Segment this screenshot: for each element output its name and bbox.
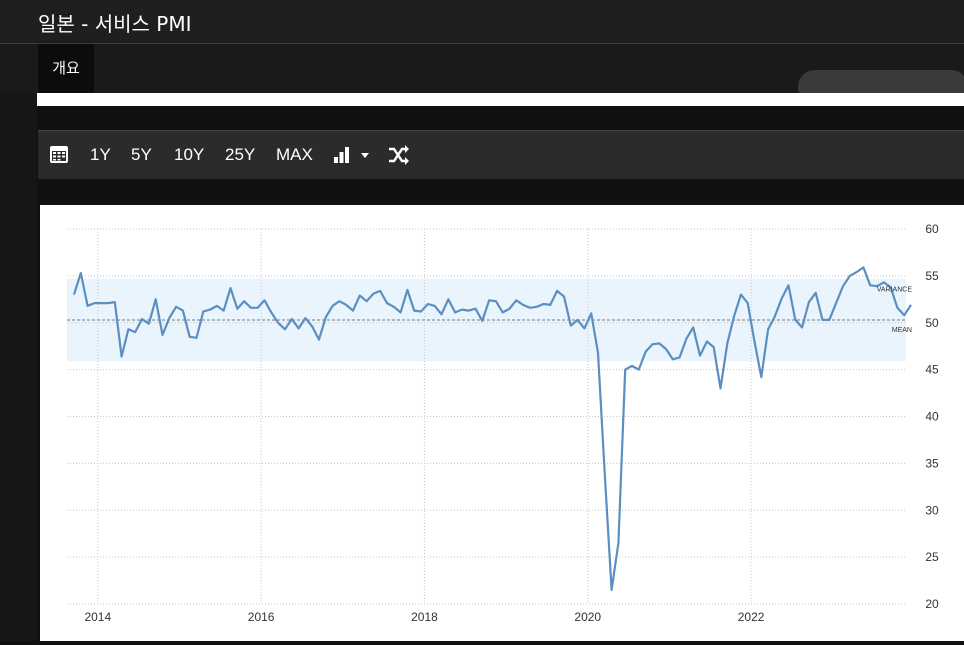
line-chart: 20 25 30 35 40 45 50 55 60 2014 2016 2018 2020 2022 VA…: [67, 222, 939, 624]
tab-overview[interactable]: 개요: [38, 44, 94, 93]
range-10y-button[interactable]: 10Y: [174, 145, 205, 164]
range-25y-button[interactable]: 25Y: [225, 145, 256, 164]
series-line: [72, 266, 912, 591]
bar-chart-icon[interactable]: [333, 131, 351, 179]
range-5y-button[interactable]: 5Y: [131, 145, 152, 164]
y-tick-label: 25: [925, 550, 939, 564]
x-tick-label: 2022: [738, 610, 765, 624]
range-1y-button[interactable]: 1Y: [90, 145, 111, 164]
y-tick-label: 20: [925, 597, 939, 611]
y-tick-label: 35: [925, 456, 939, 470]
y-tick-label: 30: [925, 503, 939, 517]
x-tick-label: 2014: [84, 610, 111, 624]
chart-toolbar: 1Y 5Y 10Y 25Y MAX: [38, 130, 964, 179]
variance-label: VARIANCE: [877, 287, 913, 294]
x-tick-label: 2016: [248, 610, 275, 624]
content-strip: [37, 93, 964, 106]
tab-bar: 개요: [0, 44, 964, 93]
chart-panel: 20 25 30 35 40 45 50 55 60 2014 2016 2018 2020 2022 VA…: [40, 205, 964, 641]
y-tick-label: 40: [925, 410, 939, 424]
toolbar-subbar: [38, 179, 964, 205]
page-title: 일본 - 서비스 PMI: [38, 12, 192, 36]
range-max-button[interactable]: MAX: [276, 145, 313, 164]
y-tick-label: 60: [925, 222, 939, 236]
header-bar: 일본 - 서비스 PMI: [0, 0, 964, 44]
mean-label: MEAN: [892, 327, 912, 334]
shuffle-icon[interactable]: [388, 131, 410, 179]
x-tick-label: 2018: [411, 610, 438, 624]
x-tick-label: 2020: [574, 610, 601, 624]
calendar-icon[interactable]: [49, 131, 69, 179]
y-tick-label: 45: [925, 363, 939, 377]
left-gutter: [0, 93, 37, 641]
y-tick-label: 55: [925, 269, 939, 283]
y-tick-label: 50: [925, 316, 939, 330]
caret-down-icon[interactable]: [360, 131, 370, 179]
